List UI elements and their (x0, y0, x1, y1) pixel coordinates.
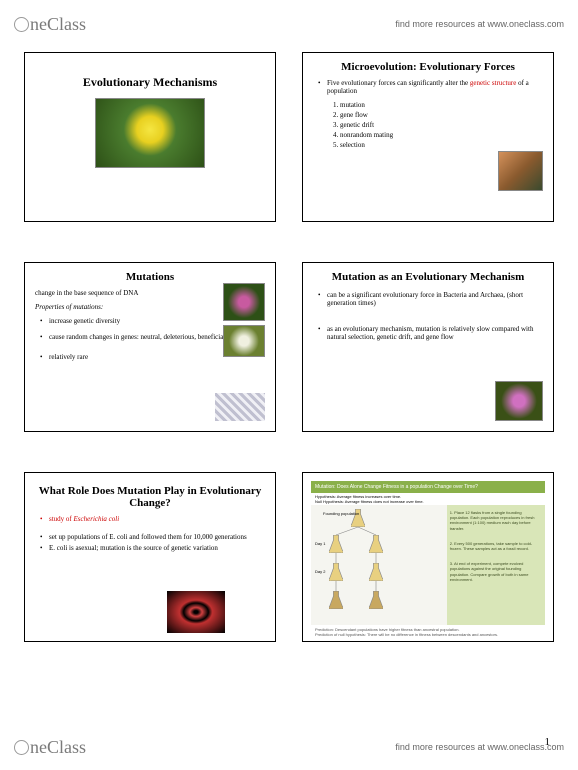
step-text: 3. At end of experiment, compete evolved… (450, 561, 542, 582)
study-line: study of Escherichia coli (35, 515, 265, 523)
flask-icon (369, 535, 383, 553)
diagram-header: Mutation: Does Alone Change Fitness in a… (311, 481, 545, 493)
footer-brand-name: neClass (30, 737, 86, 757)
slides-grid: Evolutionary Mechanisms Microevolution: … (0, 44, 578, 642)
list-item: 5. selection (313, 141, 543, 149)
fish-image (498, 151, 543, 191)
slide-5-list: set up populations of E. coli and follow… (35, 533, 265, 552)
list-item: E. coli is asexual; mutation is the sour… (35, 544, 265, 552)
list-item: 2. gene flow (313, 111, 543, 119)
day1-label: Day 1 (315, 541, 325, 546)
diagram-footer: Prediction: Descendant populations have … (311, 625, 545, 639)
page-header: neClass find more resources at www.onecl… (0, 0, 578, 44)
white-flower-image (223, 325, 265, 357)
diagram-body: Founding population Day 1 Day 2 1. Place… (311, 505, 545, 625)
slide-3-title: Mutations (35, 271, 265, 283)
list-item: can be a significant evolutionary force … (313, 291, 543, 307)
page-footer: neClass find more resources at www.onecl… (0, 726, 578, 770)
founding-label: Founding population (323, 511, 359, 516)
slide-2: Microevolution: Evolutionary Forces Five… (302, 52, 554, 222)
diagram-steps: 1. Place 12 flasks from a single foundin… (447, 505, 545, 625)
slide-1-title: Evolutionary Mechanisms (35, 75, 265, 90)
slide-6: Mutation: Does Alone Change Fitness in a… (302, 472, 554, 642)
ecoli-image (167, 591, 225, 633)
list-item: 1. mutation (313, 101, 543, 109)
step-text: 2. Every 500 generations, take sample to… (450, 541, 542, 551)
list-item: as an evolutionary mechanism, mutation i… (313, 325, 543, 341)
slide-1: Evolutionary Mechanisms (24, 52, 276, 222)
logo-circle-icon (14, 17, 29, 32)
slide-4: Mutation as an Evolutionary Mechanism ca… (302, 262, 554, 432)
slide-2-list: 1. mutation 2. gene flow 3. genetic drif… (313, 101, 543, 149)
flask-icon (329, 591, 343, 609)
flask-icon (369, 591, 383, 609)
list-item: 3. genetic drift (313, 121, 543, 129)
slide-2-title: Microevolution: Evolutionary Forces (313, 61, 543, 73)
list-item: 4. nonrandom mating (313, 131, 543, 139)
bird-image (95, 98, 205, 168)
day2-label: Day 2 (315, 569, 325, 574)
dna-image (215, 393, 265, 421)
step-text: 1. Place 12 flasks from a single foundin… (450, 510, 542, 531)
list-item: set up populations of E. coli and follow… (35, 533, 265, 541)
slide-5-title: What Role Does Mutation Play in Evolutio… (35, 485, 265, 509)
flask-icon (369, 563, 383, 581)
slide-5: What Role Does Mutation Play in Evolutio… (24, 472, 276, 642)
slide-5-study: study of Escherichia coli (35, 515, 265, 523)
slide-3: Mutations change in the base sequence of… (24, 262, 276, 432)
orchid-image (495, 381, 543, 421)
brand-logo: neClass (14, 14, 86, 35)
footer-logo: neClass (14, 737, 86, 758)
brand-name: neClass (30, 14, 86, 34)
flask-icon (329, 535, 343, 553)
experiment-diagram: Mutation: Does Alone Change Fitness in a… (311, 481, 545, 633)
slide-4-list: can be a significant evolutionary force … (313, 291, 543, 341)
clover-image (223, 283, 265, 321)
slide-2-intro: Five evolutionary forces can significant… (313, 79, 543, 95)
slide-4-title: Mutation as an Evolutionary Mechanism (313, 271, 543, 283)
slide-2-intro-text: Five evolutionary forces can significant… (313, 79, 543, 95)
diagram-hyp: Hypothesis: Average fitness increases ov… (311, 493, 545, 505)
logo-circle-icon (14, 740, 29, 755)
flask-icon (329, 563, 343, 581)
header-tagline: find more resources at www.oneclass.com (395, 19, 564, 29)
diagram-flasks: Founding population Day 1 Day 2 (311, 505, 447, 625)
footer-tagline: find more resources at www.oneclass.com (395, 742, 564, 752)
